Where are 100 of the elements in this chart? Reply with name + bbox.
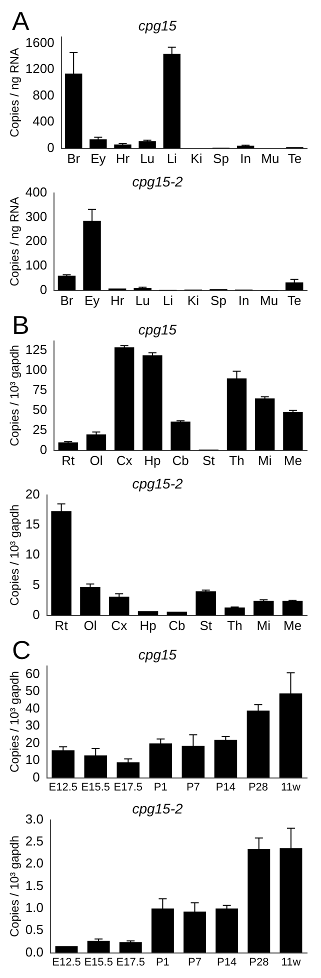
bar — [80, 587, 100, 616]
chart-title: cpg15-2 — [132, 475, 184, 492]
x-tick-label: 11w — [281, 781, 300, 794]
y-tick-label: 30 — [25, 718, 40, 733]
y-tick-label: 0 — [47, 140, 54, 155]
y-tick-label: 100 — [25, 258, 48, 273]
chart-title: cpg15 — [138, 17, 177, 34]
x-tick-label: P28 — [249, 956, 269, 968]
y-tick-label: 20 — [25, 486, 40, 502]
bar — [283, 412, 303, 450]
y-axis-title: Copies / ng RNA — [8, 48, 22, 138]
y-tick-label: 50 — [25, 683, 40, 698]
y-tick-label: 2.5 — [25, 834, 44, 849]
x-tick-label: Hr — [110, 292, 125, 308]
x-tick-label: Lu — [140, 150, 155, 166]
y-tick-label: 60 — [25, 666, 40, 681]
x-tick-label: Rt — [62, 452, 76, 468]
x-tick-label: Lu — [135, 292, 150, 308]
x-tick-label: E17.5 — [116, 956, 146, 968]
y-axis-title: Copies / ng RNA — [8, 196, 22, 286]
x-tick-label: P1 — [154, 781, 168, 794]
y-tick-label: 400 — [32, 114, 54, 129]
y-axis-title: Copies / 10³ gapdh — [8, 671, 22, 773]
y-tick-label: 20 — [25, 734, 40, 750]
y-tick-label: 100 — [25, 362, 48, 377]
x-tick-label: In — [238, 292, 250, 308]
x-tick-label: Me — [284, 452, 302, 468]
x-tick-label: In — [240, 150, 251, 166]
bar — [196, 591, 216, 616]
x-tick-label: P28 — [248, 781, 268, 794]
bar — [58, 276, 76, 290]
x-tick-label: Br — [60, 292, 74, 308]
y-tick-label: 1.5 — [25, 878, 44, 893]
y-tick-label: 300 — [25, 208, 48, 224]
x-tick-label: P1 — [156, 956, 170, 968]
chart-title: cpg15 — [138, 321, 177, 338]
bar — [216, 908, 238, 953]
y-tick-label: 40 — [25, 700, 40, 716]
bar — [138, 611, 158, 616]
bar — [52, 750, 74, 778]
bar — [282, 600, 303, 616]
x-tick-label: E12.5 — [48, 781, 78, 794]
x-tick-label: Te — [287, 292, 302, 308]
x-tick-label: 11w — [281, 956, 301, 968]
y-tick-label: 200 — [25, 233, 48, 248]
x-tick-label: Ol — [90, 452, 103, 468]
bar — [109, 596, 130, 616]
x-tick-label: Sp — [210, 292, 226, 308]
x-tick-label: E12.5 — [52, 956, 81, 968]
x-tick-label: Ki — [187, 292, 200, 308]
x-tick-label: P7 — [186, 781, 200, 794]
text: A — [12, 6, 30, 36]
x-tick-label: Mi — [258, 452, 272, 468]
y-tick-label: 2.0 — [25, 856, 44, 871]
bar — [138, 141, 156, 148]
y-tick-label: 0.5 — [25, 922, 44, 938]
x-tick-label: P14 — [217, 956, 237, 968]
y-tick-label: 0 — [40, 282, 48, 297]
bar — [119, 942, 142, 953]
x-tick-label: E15.5 — [84, 956, 113, 968]
x-tick-label: Me — [284, 618, 302, 633]
x-tick-label: St — [202, 452, 216, 468]
bar — [255, 398, 275, 450]
x-tick-label: Cx — [111, 618, 128, 633]
x-tick-label: Ey — [84, 292, 100, 308]
x-tick-label: P7 — [188, 956, 202, 968]
x-tick-label: Cx — [116, 452, 133, 468]
x-tick-label: E17.5 — [114, 781, 143, 794]
y-tick-label: 0 — [40, 442, 48, 457]
y-axis-title: Copies / 10³ gapdh — [8, 836, 22, 938]
y-tick-label: 10 — [25, 546, 40, 562]
y-tick-label: 50 — [32, 402, 48, 417]
y-axis-title: Copies / 10³ gapdh — [8, 344, 22, 446]
y-tick-label: 125 — [25, 342, 48, 357]
chart-title: cpg15-2 — [132, 173, 184, 190]
y-axis-title: Copies / 10³ gapdh — [8, 504, 22, 606]
y-tick-label: 25 — [32, 422, 48, 437]
bar — [142, 355, 162, 450]
x-tick-label: Mu — [260, 292, 278, 308]
x-tick-label: P14 — [216, 781, 236, 794]
bar — [87, 940, 110, 953]
y-tick-label: 400 — [25, 184, 48, 200]
y-tick-label: 0 — [32, 606, 40, 622]
y-tick-label: 5 — [32, 576, 40, 592]
y-tick-label: 0.0 — [25, 944, 44, 960]
x-tick-label: Br — [67, 150, 81, 166]
y-tick-label: 1200 — [25, 61, 54, 76]
chart-title: cpg15 — [138, 646, 177, 662]
x-tick-label: E15.5 — [81, 781, 110, 794]
y-tick-label: 0 — [32, 769, 40, 784]
x-tick-label: Li — [166, 150, 178, 166]
x-tick-label: Mi — [256, 618, 271, 633]
y-tick-label: 3.0 — [25, 811, 44, 826]
bar — [86, 434, 106, 450]
x-tick-label: Cb — [168, 618, 186, 633]
y-tick-label: 1.0 — [25, 900, 44, 916]
y-tick-label: 800 — [32, 87, 54, 102]
x-tick-label: Li — [162, 292, 174, 308]
bar — [58, 442, 78, 450]
x-tick-label: Th — [227, 618, 242, 633]
